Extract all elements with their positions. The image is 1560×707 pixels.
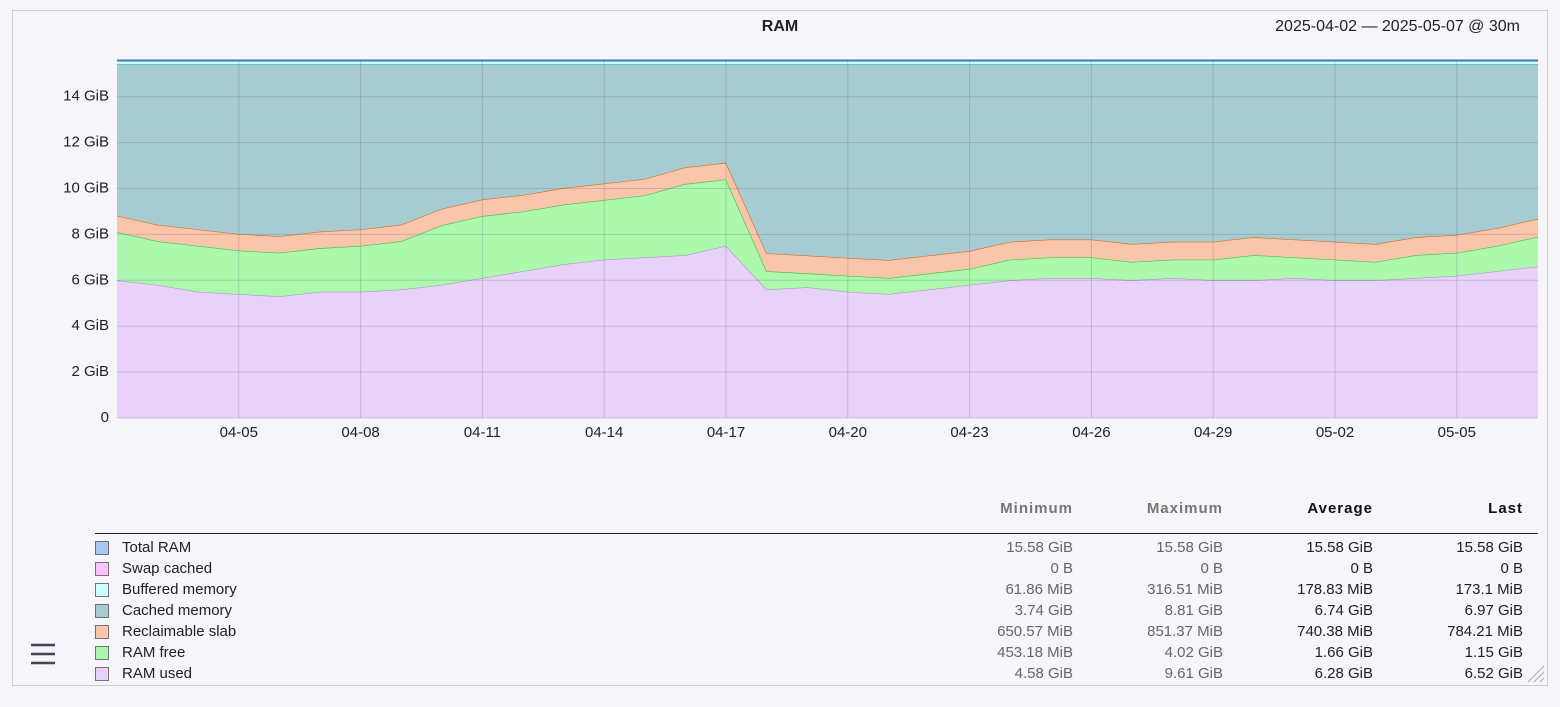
stat-value: 8.81 GiB [1165, 602, 1223, 619]
x-tick-label: 04-26 [1072, 424, 1110, 441]
y-tick-label: 4 GiB [71, 317, 109, 334]
x-tick-label: 04-14 [585, 424, 623, 441]
stat-value: 6.97 GiB [1465, 602, 1523, 619]
x-tick-label: 05-02 [1316, 424, 1354, 441]
chart-title: RAM [762, 18, 798, 35]
y-tick-label: 0 [101, 409, 109, 426]
column-header: Minimum [1000, 500, 1073, 517]
grip-line[interactable] [1539, 677, 1545, 683]
y-tick-label: 14 GiB [63, 88, 109, 105]
stat-value: 0 B [1200, 560, 1223, 577]
x-tick-label: 04-17 [707, 424, 745, 441]
legend-swatch [95, 541, 109, 555]
x-tick-label: 04-29 [1194, 424, 1232, 441]
stat-value: 1.66 GiB [1315, 644, 1373, 661]
area [117, 245, 1538, 418]
area [117, 179, 1538, 297]
column-header: Maximum [1147, 500, 1223, 517]
legend-label: Swap cached [122, 560, 212, 577]
grip-line[interactable] [1527, 665, 1545, 683]
area [117, 162, 1538, 279]
y-tick-label: 6 GiB [71, 271, 109, 288]
stat-value: 15.58 GiB [1156, 539, 1223, 556]
stat-value: 0 B [1500, 560, 1523, 577]
legend-swatch [95, 562, 109, 576]
stat-value: 6.74 GiB [1315, 602, 1373, 619]
legend-label: RAM used [122, 665, 192, 682]
stat-value: 0 B [1050, 560, 1073, 577]
y-tick-label: 8 GiB [71, 225, 109, 242]
stat-value: 3.74 GiB [1015, 602, 1073, 619]
legend-swatch [95, 646, 109, 660]
stat-value: 740.38 MiB [1297, 623, 1373, 640]
legend-swatch [95, 583, 109, 597]
stat-value: 851.37 MiB [1147, 623, 1223, 640]
area [117, 64, 1538, 261]
chart-subtitle: 2025-04-02 — 2025-05-07 @ 30m [1275, 18, 1520, 35]
column-header: Last [1488, 500, 1523, 517]
y-tick-label: 10 GiB [63, 179, 109, 196]
x-tick-label: 04-11 [464, 424, 501, 441]
x-tick-label: 05-05 [1438, 424, 1476, 441]
legend-label: Reclaimable slab [122, 623, 236, 640]
legend-label: Total RAM [122, 539, 191, 556]
stat-value: 6.28 GiB [1315, 665, 1373, 682]
stat-value: 15.58 GiB [1456, 539, 1523, 556]
stat-value: 0 B [1350, 560, 1373, 577]
stat-value: 173.1 MiB [1455, 581, 1523, 598]
stat-value: 178.83 MiB [1297, 581, 1373, 598]
y-tick-label: 12 GiB [63, 134, 109, 151]
stat-value: 4.02 GiB [1165, 644, 1223, 661]
legend-swatch [95, 604, 109, 618]
stat-value: 6.52 GiB [1465, 665, 1523, 682]
stat-value: 61.86 MiB [1005, 581, 1073, 598]
grip-line[interactable] [1533, 671, 1545, 683]
stat-value: 453.18 MiB [997, 644, 1073, 661]
y-tick-label: 2 GiB [71, 363, 109, 380]
x-tick-label: 04-20 [829, 424, 867, 441]
stat-value: 316.51 MiB [1147, 581, 1223, 598]
stat-value: 1.15 GiB [1465, 644, 1523, 661]
x-tick-label: 04-08 [341, 424, 379, 441]
stat-value: 650.57 MiB [997, 623, 1073, 640]
stat-value: 784.21 MiB [1447, 623, 1523, 640]
column-header: Average [1307, 500, 1373, 517]
legend-label: Buffered memory [122, 581, 237, 598]
x-tick-label: 04-23 [950, 424, 988, 441]
stat-value: 4.58 GiB [1015, 665, 1073, 682]
legend-swatch [95, 625, 109, 639]
stat-value: 15.58 GiB [1306, 539, 1373, 556]
x-tick-label: 04-05 [220, 424, 258, 441]
legend-swatch [95, 667, 109, 681]
stat-value: 15.58 GiB [1006, 539, 1073, 556]
legend-label: RAM free [122, 644, 185, 661]
stat-value: 9.61 GiB [1165, 665, 1223, 682]
legend-label: Cached memory [122, 602, 233, 619]
resize-grip[interactable] [1527, 665, 1545, 683]
menu-icon[interactable] [31, 643, 55, 665]
